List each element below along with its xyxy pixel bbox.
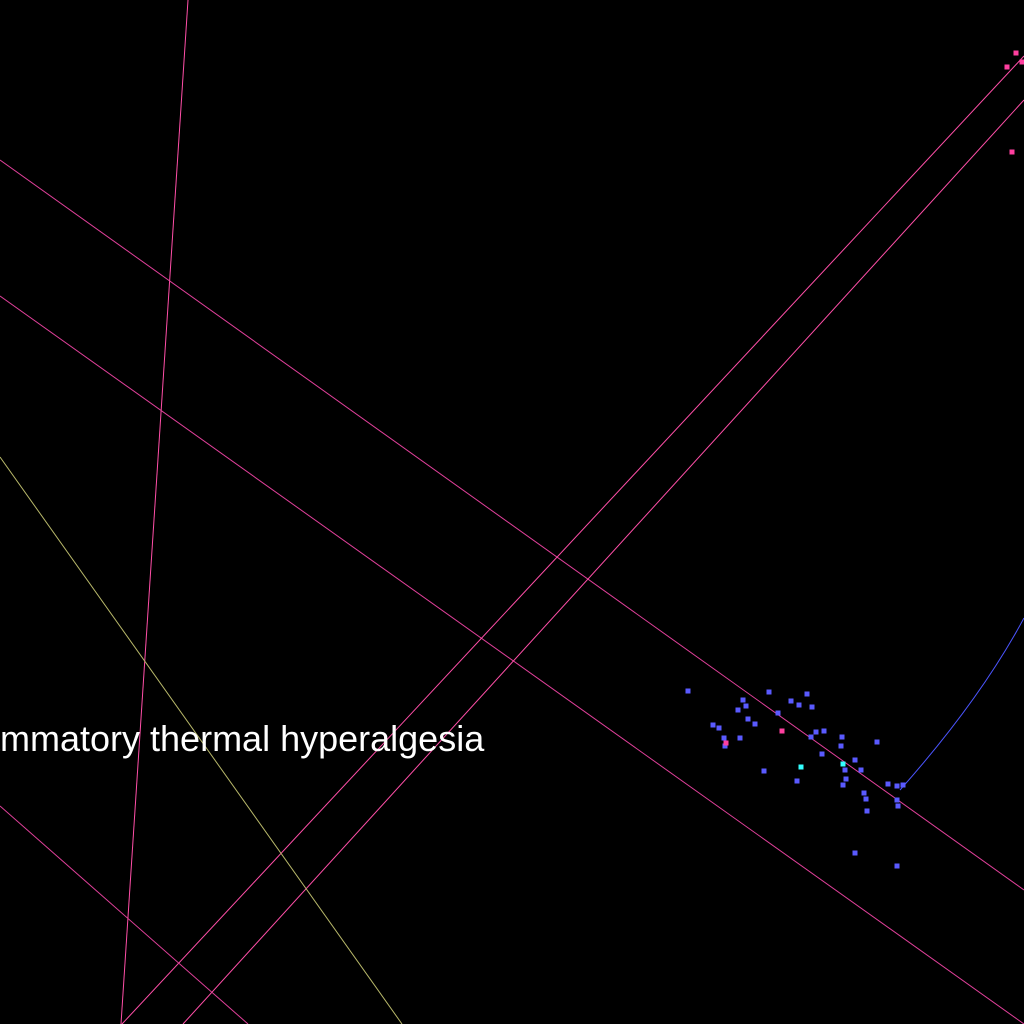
graph-node[interactable] (840, 782, 846, 788)
graph-node[interactable] (894, 783, 900, 789)
graph-node[interactable] (895, 803, 901, 809)
graph-node[interactable] (685, 688, 691, 694)
graph-node[interactable] (775, 710, 781, 716)
graph-node[interactable] (840, 761, 846, 767)
graph-node[interactable] (821, 728, 827, 734)
graph-node[interactable] (838, 743, 844, 749)
graph-node[interactable] (839, 734, 845, 740)
graph-node[interactable] (813, 729, 819, 735)
graph-node[interactable] (864, 808, 870, 814)
graph-node[interactable] (798, 764, 804, 770)
graph-node[interactable] (808, 734, 814, 740)
edge (0, 295, 1024, 1024)
graph-node[interactable] (842, 767, 848, 773)
graph-node[interactable] (716, 725, 722, 731)
edge (0, 805, 249, 1024)
graph-node[interactable] (740, 697, 746, 703)
graph-node[interactable] (894, 797, 900, 803)
edge (120, 0, 189, 1024)
edge (182, 99, 1024, 1024)
graph-node[interactable] (1009, 149, 1015, 155)
graph-node[interactable] (843, 776, 849, 782)
graph-node[interactable] (852, 850, 858, 856)
graph-node[interactable] (1004, 64, 1010, 70)
graph-node[interactable] (858, 767, 864, 773)
node-layer (685, 50, 1024, 869)
graph-node[interactable] (743, 703, 749, 709)
edge (0, 456, 403, 1024)
graph-node[interactable] (779, 728, 785, 734)
graph-node[interactable] (761, 768, 767, 774)
graph-node[interactable] (796, 702, 802, 708)
edge (899, 617, 1024, 791)
graph-node[interactable] (900, 782, 906, 788)
graph-node[interactable] (723, 740, 729, 746)
graph-node[interactable] (819, 751, 825, 757)
graph-node[interactable] (894, 863, 900, 869)
graph-node[interactable] (721, 735, 727, 741)
graph-node[interactable] (794, 778, 800, 784)
graph-node[interactable] (885, 781, 891, 787)
edge (0, 159, 1024, 891)
graph-node[interactable] (804, 691, 810, 697)
node-label: ammatory thermal hyperalgesia (0, 718, 485, 759)
graph-node[interactable] (863, 796, 869, 802)
graph-node[interactable] (752, 721, 758, 727)
graph-node[interactable] (1019, 59, 1024, 65)
graph-node[interactable] (745, 716, 751, 722)
graph-node[interactable] (874, 739, 880, 745)
edge (121, 55, 1024, 1024)
graph-node[interactable] (737, 735, 743, 741)
graph-node[interactable] (809, 704, 815, 710)
graph-node[interactable] (722, 743, 728, 749)
graph-node[interactable] (735, 707, 741, 713)
graph-node[interactable] (788, 698, 794, 704)
graph-node[interactable] (1013, 50, 1019, 56)
graph-node[interactable] (861, 790, 867, 796)
graph-node[interactable] (766, 689, 772, 695)
graph-node[interactable] (710, 722, 716, 728)
graph-node[interactable] (852, 757, 858, 763)
